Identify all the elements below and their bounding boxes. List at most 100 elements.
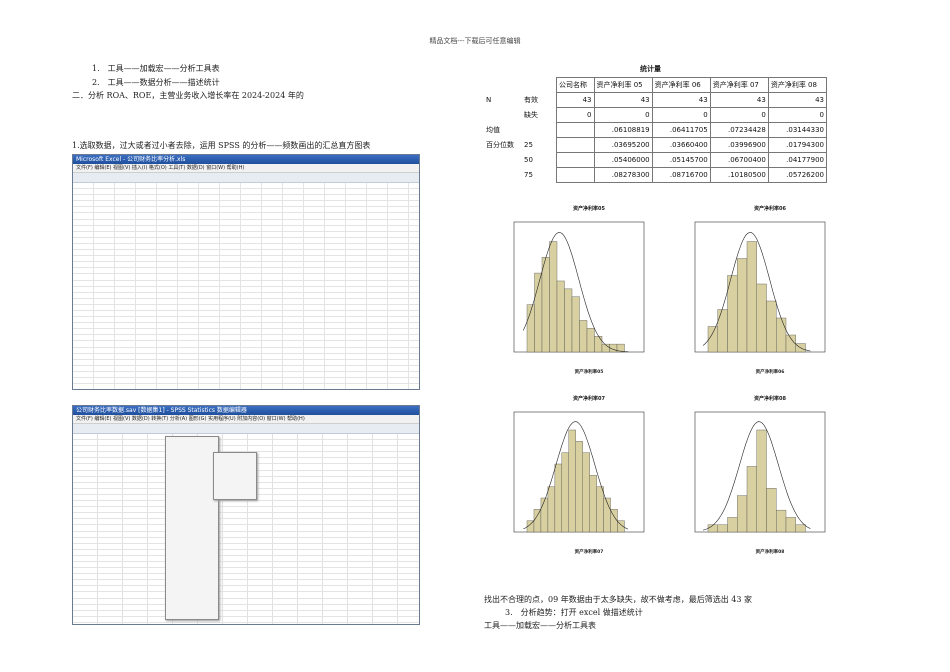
stats-cell: 0 <box>767 107 828 123</box>
spss-row <box>73 598 419 605</box>
histogram-bar <box>596 486 604 533</box>
spss-row <box>73 604 419 611</box>
histogram-bar <box>582 452 590 533</box>
histogram-bar <box>756 283 767 353</box>
excel-titlebar: Microsoft Excel - 公司财务比率分析.xls <box>73 155 419 164</box>
histogram-bar <box>561 452 569 533</box>
excel-row <box>73 365 419 372</box>
excel-row <box>73 189 419 196</box>
stats-header-row: 公司名称 资产净利率 05 资产净利率 06 资产净利率 07 资产净利率 08 <box>484 77 828 93</box>
stats-cell: .03660400 <box>651 137 711 153</box>
excel-row <box>73 231 419 238</box>
histogram-bar <box>594 336 603 353</box>
excel-row <box>73 378 419 385</box>
histogram-bar <box>766 488 777 533</box>
stats-row-label <box>484 153 522 168</box>
histogram-bar <box>727 275 738 353</box>
stats-row: 缺失 0 0 0 0 0 <box>484 107 828 123</box>
histogram-bar <box>540 497 549 533</box>
excel-row <box>73 304 419 311</box>
histogram-xlabel: 资产净利率08 <box>755 550 785 555</box>
stats-row: 百分位数 25 .03695200.03660400.03996900.017943… <box>484 137 828 153</box>
stats-row-label: 均值 <box>486 126 500 134</box>
excel-row <box>73 183 419 190</box>
histogram-bar <box>533 509 542 533</box>
histogram-bar <box>717 524 728 533</box>
spss-row <box>73 574 419 581</box>
spss-row <box>73 592 419 599</box>
excel-row <box>73 219 419 226</box>
spss-row <box>73 561 419 569</box>
stats-cell: 43 <box>651 92 711 108</box>
stats-cell: .06108819 <box>593 122 653 138</box>
histogram-panel-07: 资产净利率07 资产净利率07 <box>484 395 694 570</box>
histogram-bar <box>766 300 777 353</box>
excel-row <box>73 243 419 251</box>
intro-item-2: 2. 工具——数据分析——描述统计 <box>92 78 220 87</box>
stats-cell: 0 <box>651 107 711 123</box>
intro-section-heading: 二．分析 ROA、ROE，主营业务收入增长率在 2024-2024 年的 <box>72 91 304 100</box>
spss-analyze-menu <box>165 436 219 620</box>
stats-cell: .08716700 <box>651 167 711 183</box>
spss-row <box>73 531 419 538</box>
excel-row <box>73 280 419 287</box>
histogram-bar <box>746 241 757 353</box>
step-1-text: 1.选取数据，过大或者过小者去除，运用 SPSS 的分析——频数画出的汇总直方图… <box>72 141 371 150</box>
stats-row-sublabel: 25 <box>524 141 533 149</box>
excel-row <box>73 262 419 269</box>
excel-row <box>73 384 419 389</box>
histogram-bar <box>756 429 767 533</box>
spss-row <box>73 434 419 441</box>
stats-row-label: N <box>486 96 492 104</box>
stats-cell <box>556 167 595 183</box>
histogram-bar <box>746 466 757 533</box>
histogram-bar <box>568 429 576 533</box>
spss-titlebar: 公司财务比率数据.sav [数据集1] - SPSS Statistics 数据… <box>73 406 419 415</box>
stats-col-header: 资产净利率 05 <box>593 77 653 93</box>
excel-row <box>73 359 419 366</box>
excel-row <box>73 347 419 354</box>
stats-row: N 有效 43 43 43 43 43 <box>484 92 828 108</box>
excel-row <box>73 268 419 275</box>
excel-row <box>73 207 419 214</box>
histogram-bar <box>575 441 583 533</box>
excel-row <box>73 310 419 318</box>
spss-toolbar <box>73 424 419 434</box>
spss-row <box>73 513 419 520</box>
stats-row-label: 百分位数 <box>486 141 514 149</box>
spss-row <box>73 537 419 544</box>
stats-row: 均值 .06108819.06411705.07234428.03144330 <box>484 122 828 138</box>
spss-row <box>73 586 419 593</box>
excel-row <box>73 329 419 336</box>
excel-row <box>73 317 419 324</box>
excel-row <box>73 195 419 202</box>
stats-table: 公司名称 资产净利率 05 资产净利率 06 资产净利率 07 资产净利率 08… <box>484 77 828 183</box>
histogram-bar <box>785 334 796 353</box>
stats-cell <box>556 152 595 168</box>
histogram-panel-05: 资产净利率05 资产净利率05 <box>484 205 694 390</box>
stats-row-sublabel: 有效 <box>524 96 538 104</box>
histogram-bar <box>541 257 550 353</box>
histogram-title: 资产净利率08 <box>754 396 786 402</box>
stats-cell: 0 <box>593 107 653 123</box>
histogram-bar <box>579 320 588 353</box>
spss-menubar: 文件(F) 编辑(E) 视图(V) 数据(D) 转换(T) 分析(A) 图形(G… <box>73 415 419 424</box>
histogram-title: 资产净利率05 <box>573 206 605 212</box>
histogram-bar <box>617 520 625 533</box>
histogram-bar <box>616 343 625 353</box>
excel-row <box>73 250 419 257</box>
stats-cell: 43 <box>593 92 653 108</box>
stats-cell: .06700400 <box>709 152 769 168</box>
histogram-bar <box>776 317 787 353</box>
excel-row <box>73 341 419 348</box>
spss-grid <box>73 434 419 624</box>
spss-row <box>73 622 419 624</box>
excel-row <box>73 298 419 305</box>
histogram-bar <box>549 241 558 353</box>
spss-row <box>73 549 419 556</box>
stats-cell: .01794300 <box>767 137 828 153</box>
spss-row <box>73 580 419 587</box>
spss-row <box>73 555 419 562</box>
spss-row <box>73 519 419 526</box>
stats-cell: 0 <box>709 107 769 123</box>
